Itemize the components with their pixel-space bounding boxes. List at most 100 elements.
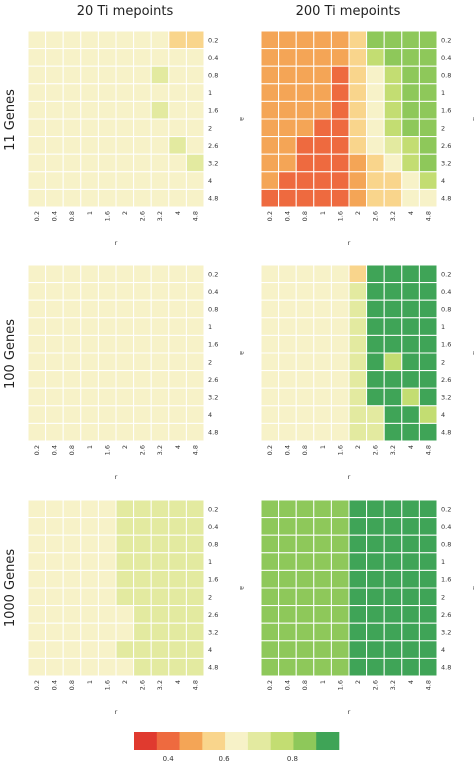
colorbar-bin <box>316 732 340 750</box>
heatmap-cell <box>401 605 420 624</box>
heatmap-cell <box>278 352 297 372</box>
heatmap-cell <box>115 517 135 536</box>
heatmap-cell <box>150 118 170 138</box>
heatmap-cell <box>45 605 64 624</box>
heatmap-cell <box>45 100 64 120</box>
heatmap-cell <box>168 370 187 389</box>
heatmap-cell <box>133 118 152 138</box>
heatmap-cell <box>260 640 280 659</box>
heatmap-cell <box>401 100 420 120</box>
heatmap-cell <box>115 100 135 120</box>
heatmap-cell <box>383 282 403 301</box>
heatmap-cell <box>278 83 297 102</box>
heatmap-cell <box>260 605 280 624</box>
heatmap-cell <box>115 352 135 372</box>
heatmap-cell <box>383 188 403 208</box>
x-tick-label: 2.6 <box>139 211 147 221</box>
y-tick-label: 4 <box>441 177 445 185</box>
x-tick-label: 4 <box>174 211 182 215</box>
heatmap-cell <box>45 171 64 190</box>
heatmap-cell <box>133 534 152 554</box>
heatmap-cell <box>383 100 403 120</box>
y-axis-label: a <box>238 351 246 355</box>
heatmap-cell <box>168 352 187 372</box>
heatmap-cell <box>383 534 403 554</box>
y-tick-label: 1 <box>208 89 212 97</box>
heatmap-cell <box>295 83 315 102</box>
y-tick-label: 4 <box>441 411 445 419</box>
heatmap-cell <box>80 587 99 607</box>
heatmap-cell <box>115 282 135 301</box>
heatmap-cell <box>45 299 64 319</box>
heatmap-cell <box>260 370 280 389</box>
heatmap-cell <box>133 499 152 519</box>
heatmap-cell <box>330 264 350 284</box>
heatmap-cell <box>168 48 187 67</box>
heatmap-cell <box>80 640 99 659</box>
heatmap-cell <box>133 569 152 589</box>
x-tick-label: 1.6 <box>103 445 111 455</box>
heatmap-cell <box>295 517 315 536</box>
heatmap-cell <box>133 264 152 284</box>
heatmap-cell <box>330 534 350 554</box>
heatmap-cell <box>45 499 64 519</box>
heatmap-cell <box>330 552 350 571</box>
heatmap-cell <box>150 517 170 536</box>
heatmap-cell <box>383 352 403 372</box>
heatmap-cell <box>45 136 64 155</box>
heatmap-cell <box>97 100 117 120</box>
heatmap-cell <box>80 622 99 642</box>
heatmap-cell <box>313 534 332 554</box>
heatmap-cell <box>260 569 280 589</box>
y-axis-label: a <box>238 117 246 121</box>
heatmap-cell <box>366 299 385 319</box>
heatmap-cell <box>313 517 332 536</box>
heatmap-panel: 0.2 0.4 0.8 1 1.6 2 2.6 3.2 4 4.8 0.2 0.4 0.8 1 1.6 2 2.… <box>260 30 474 247</box>
heatmap-cell <box>401 334 420 354</box>
heatmap-cell <box>418 264 438 284</box>
heatmap-cell <box>260 264 280 284</box>
heatmap-cell <box>401 387 420 407</box>
heatmap-cell <box>80 282 99 301</box>
heatmap-cell <box>295 640 315 659</box>
heatmap-cell <box>418 517 438 536</box>
heatmap-cell <box>27 370 47 389</box>
heatmap-cell <box>62 100 82 120</box>
heatmap-cell <box>260 499 280 519</box>
y-tick-label: 1 <box>441 323 445 331</box>
x-tick-label: 0.2 <box>266 211 274 221</box>
heatmap-cell <box>62 48 82 67</box>
heatmap-cell <box>348 282 368 301</box>
heatmap-cell <box>330 640 350 659</box>
heatmap-cell <box>260 622 280 642</box>
heatmap-cell <box>168 188 187 208</box>
heatmap-cell <box>260 534 280 554</box>
heatmap-cell <box>260 552 280 571</box>
heatmap-cell <box>278 622 297 642</box>
heatmap-cell <box>401 83 420 102</box>
y-tick-label: 1.6 <box>208 341 218 349</box>
y-tick-label: 1.6 <box>441 576 451 584</box>
heatmap-cell <box>383 387 403 407</box>
heatmap-cell <box>185 118 205 138</box>
heatmap-cell <box>115 171 135 190</box>
heatmap-cell <box>62 282 82 301</box>
heatmap-cell <box>62 352 82 372</box>
heatmap-cell <box>295 387 315 407</box>
colorbar-bin <box>225 732 249 750</box>
y-tick-label: 2.6 <box>208 142 218 150</box>
heatmap-cell <box>366 100 385 120</box>
heatmap-cell <box>401 188 420 208</box>
heatmap-cell <box>295 605 315 624</box>
y-tick-label: 1.6 <box>208 107 218 115</box>
heatmap-cell <box>133 387 152 407</box>
heatmap-cell <box>62 65 82 85</box>
heatmap-cell <box>295 188 315 208</box>
heatmap-cell <box>278 30 297 50</box>
x-tick-label: 0.4 <box>51 680 59 690</box>
heatmap-cell <box>97 317 117 336</box>
heatmap-cell <box>260 153 280 173</box>
colorbar-bin <box>247 732 271 750</box>
heatmap-cell <box>401 153 420 173</box>
heatmap-cell <box>27 569 47 589</box>
